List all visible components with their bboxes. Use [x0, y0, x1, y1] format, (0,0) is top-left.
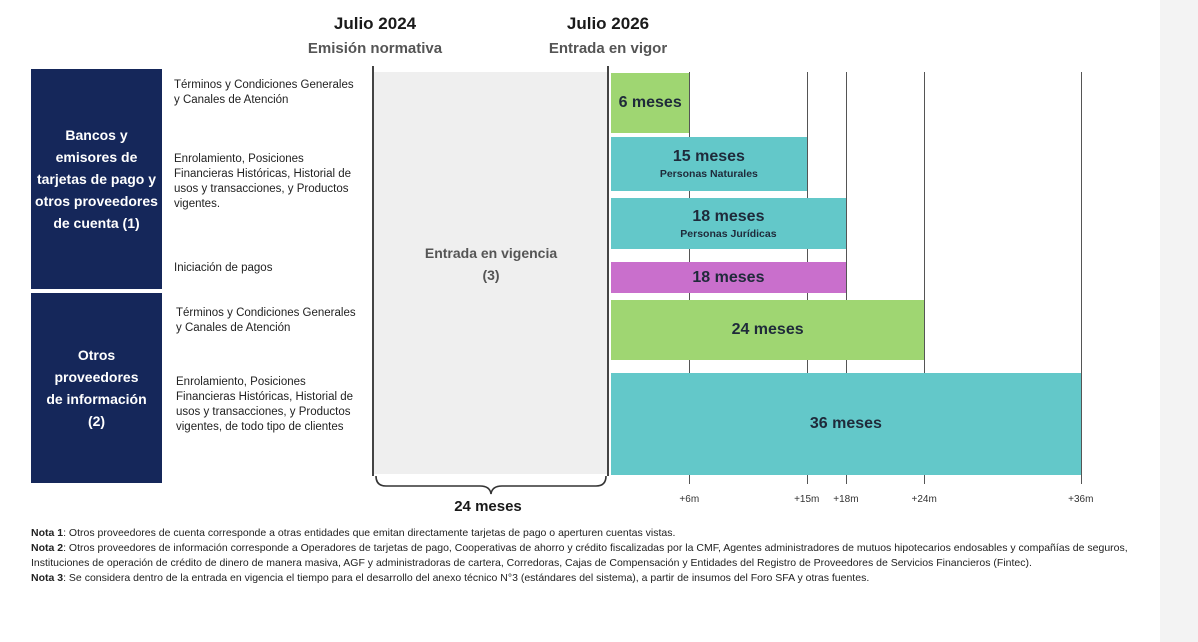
vigencia-label: Entrada en vigencia (3) [424, 245, 558, 283]
vigencia-period [374, 72, 608, 474]
bar-personas-naturales: 15 meses Personas Naturales [611, 137, 807, 191]
bar-label: 6 meses [618, 94, 682, 111]
timeline-diagram: Julio 2024 Emisión normativa Julio 2026 … [0, 0, 1160, 642]
item-terms-1: Términos y Condiciones Generales y Canal… [174, 79, 354, 106]
item-terms-2: Términos y Condiciones Generales y Canal… [176, 307, 356, 334]
bar-terms-banks: 6 meses [611, 73, 690, 133]
bar-label: 24 meses [731, 321, 804, 338]
item-enrolment-2: Enrolamiento, Posiciones Financieras His… [176, 376, 354, 433]
grid-line-18m [845, 72, 847, 484]
bar-sublabel: Personas Naturales [659, 168, 758, 180]
tick-15m: +15m [794, 494, 820, 505]
grid-line-36m [1080, 72, 1082, 484]
bar-label: 18 meses [692, 268, 765, 286]
note-tag: Nota 1 [31, 527, 64, 539]
duration-brace [375, 475, 607, 495]
vigencia-duration: 24 meses [454, 498, 522, 515]
bar-payment-initiation: 18 meses [611, 262, 846, 293]
item-payment-initiation: Iniciación de pagos [174, 262, 273, 274]
grid-line-24m [924, 72, 926, 484]
bar-label: 36 meses [809, 415, 882, 432]
tick-18m: +18m [833, 494, 859, 505]
bar-personas-juridicas: 18 meses Personas Jurídicas [611, 198, 846, 249]
category-banks: Bancos y emisores de tarjetas de pago y … [31, 69, 162, 289]
note-text: : Se considera dentro de la entrada en v… [63, 572, 870, 584]
tick-36m: +36m [1068, 494, 1094, 505]
bar-terms-others: 24 meses [611, 300, 925, 360]
left-subtitle: Emisión normativa [307, 40, 443, 57]
start-line [372, 66, 374, 476]
bar-label: 15 meses [672, 148, 745, 165]
note-1: Nota 1: Otros proveedores de cuenta corr… [31, 526, 1141, 541]
bar-label: 18 meses [692, 207, 765, 225]
note-text: : Otros proveedores de cuenta correspond… [63, 527, 676, 539]
category-other-providers: Otros proveedores de información (2) [31, 293, 162, 483]
note-2: Nota 2: Otros proveedores de información… [31, 541, 1141, 571]
note-text: : Otros proveedores de información corre… [31, 542, 1128, 569]
bar-sublabel: Personas Jurídicas [680, 227, 777, 240]
start-in-force-line [607, 66, 609, 476]
item-enrolment-1: Enrolamiento, Posiciones Financieras His… [174, 153, 352, 210]
right-date: Julio 2026 [566, 14, 650, 33]
right-subtitle: Entrada en vigor [548, 40, 668, 57]
note-tag: Nota 2 [31, 542, 64, 554]
notes: Nota 1: Otros proveedores de cuenta corr… [31, 526, 1141, 586]
left-date: Julio 2024 [333, 14, 417, 33]
tick-24m: +24m [911, 494, 937, 505]
note-tag: Nota 3 [31, 572, 64, 584]
note-3: Nota 3: Se considera dentro de la entrad… [31, 571, 1141, 586]
tick-6m: +6m [679, 494, 700, 505]
bar-enrolment-others: 36 meses [611, 373, 1081, 475]
